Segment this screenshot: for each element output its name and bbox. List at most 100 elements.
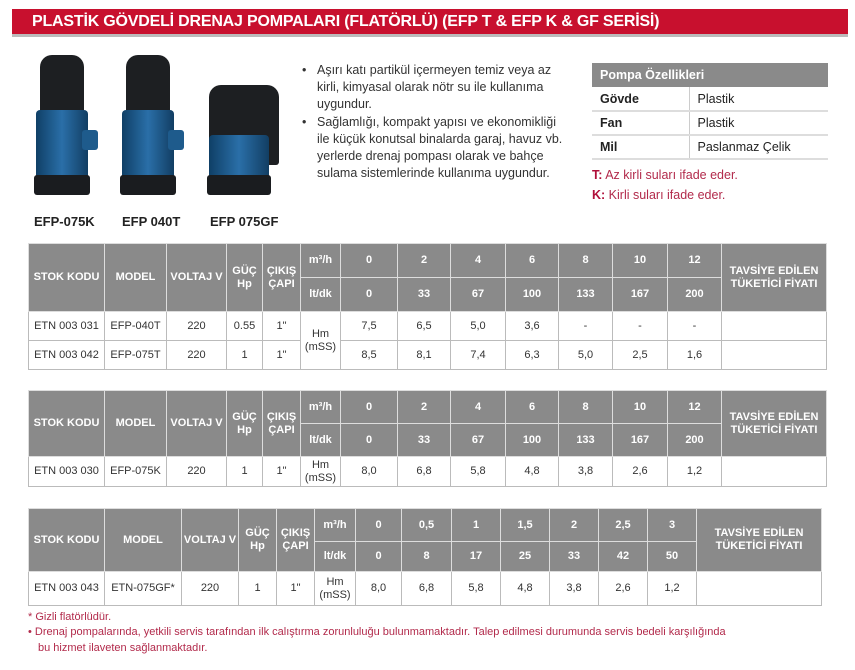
- table-row: ETN 003 043 ETN-075GF* 220 1 1" Hm (mSS) 8,0 6,…: [28, 571, 822, 606]
- flow-m3h: 0,5: [401, 508, 452, 542]
- flow-ltdk: 17: [451, 541, 501, 572]
- header-guc: GÜÇ Hp: [226, 243, 263, 312]
- stok-kodu: ETN 003 031: [28, 311, 105, 341]
- header-stok-kodu: STOK KODU: [28, 243, 105, 312]
- price-cell: [721, 456, 827, 487]
- pump-spec-table: Pompa Özellikleri Gövde Plastik Fan Plasti…: [592, 63, 828, 160]
- pump-image-efp-075gf: [205, 55, 285, 195]
- flow-ltdk: 167: [612, 277, 668, 312]
- header-cikis-capi: ÇIKIŞ ÇAPI: [262, 390, 301, 457]
- feature-item: Sağlamlığı, kompakt yapısı ve ekonomikli…: [300, 114, 570, 183]
- pump-image-efp-075k: [32, 55, 98, 195]
- header-model: MODEL: [104, 243, 167, 312]
- model: EFP-040T: [104, 311, 167, 341]
- flow-ltdk: 25: [500, 541, 550, 572]
- performance-table: STOK KODU MODEL VOLTAJ V GÜÇ Hp ÇIKIŞ ÇAPI m³…: [28, 243, 827, 370]
- feature-list: Aşırı katı partikül içermeyen temiz veya…: [300, 62, 570, 182]
- model: ETN-075GF*: [104, 571, 182, 606]
- head-value: 3,8: [549, 571, 599, 606]
- header-stok-kodu: STOK KODU: [28, 390, 105, 457]
- product-label: EFP 075GF: [210, 214, 279, 229]
- head-value: 1,2: [647, 571, 697, 606]
- flow-m3h: 8: [558, 243, 613, 278]
- product-label: EFP-075K: [34, 214, 95, 229]
- head-value: 3,8: [558, 456, 613, 487]
- header-ltdk: lt/dk: [300, 423, 341, 457]
- hm-label: Hm (mSS): [300, 456, 341, 487]
- head-value: 8,0: [355, 571, 402, 606]
- flow-m3h: 1,5: [500, 508, 550, 542]
- head-value: 4,8: [505, 456, 559, 487]
- head-value: -: [612, 311, 668, 341]
- flow-ltdk: 100: [505, 277, 559, 312]
- flow-ltdk: 167: [612, 423, 668, 457]
- price-cell: [721, 340, 827, 370]
- flow-m3h: 3: [647, 508, 697, 542]
- cikis-capi: 1": [262, 340, 301, 370]
- spec-key: Fan: [592, 111, 690, 136]
- header-m3h: m³/h: [300, 243, 341, 278]
- head-value: 6,3: [505, 340, 559, 370]
- spec-value: Paslanmaz Çelik: [689, 135, 828, 160]
- flow-ltdk: 50: [647, 541, 697, 572]
- flow-m3h: 12: [667, 243, 722, 278]
- header-ltdk: lt/dk: [300, 277, 341, 312]
- flow-m3h: 1: [451, 508, 501, 542]
- spec-header: Pompa Özellikleri: [592, 63, 828, 87]
- head-value: 2,5: [612, 340, 668, 370]
- flow-ltdk: 200: [667, 423, 722, 457]
- head-value: 6,8: [397, 456, 451, 487]
- header-model: MODEL: [104, 508, 182, 572]
- note-k: K: Kirli suları ifade eder.: [592, 188, 726, 202]
- flow-ltdk: 8: [401, 541, 452, 572]
- flow-m3h: 12: [667, 390, 722, 424]
- head-value: 7,4: [450, 340, 506, 370]
- table-row: ETN 003 030 EFP-075K 220 1 1" Hm (mSS) 8,0 6,8 5…: [28, 456, 827, 487]
- flow-ltdk: 0: [340, 423, 398, 457]
- product-label: EFP 040T: [122, 214, 181, 229]
- table-row: ETN 003 042 EFP-075T 220 1 1" 8,5 8,1 7,4 6,3 5,0…: [28, 340, 827, 370]
- hm-label: Hm (mSS): [314, 571, 356, 606]
- cikis-capi: 1": [276, 571, 315, 606]
- spec-value: Plastik: [689, 111, 828, 136]
- feature-item: Aşırı katı partikül içermeyen temiz veya…: [300, 62, 570, 114]
- head-value: 8,1: [397, 340, 451, 370]
- hm-label: Hm (mSS): [300, 311, 341, 370]
- header-ltdk: lt/dk: [314, 541, 356, 572]
- flow-ltdk: 42: [598, 541, 648, 572]
- head-value: 2,6: [598, 571, 648, 606]
- head-value: -: [667, 311, 722, 341]
- flow-ltdk: 0: [340, 277, 398, 312]
- head-value: 7,5: [340, 311, 398, 341]
- guc: 1: [238, 571, 277, 606]
- flow-ltdk: 33: [549, 541, 599, 572]
- head-value: 5,0: [558, 340, 613, 370]
- table-row: ETN 003 031 EFP-040T 220 0.55 1" Hm (mSS) 7,5 6…: [28, 311, 827, 370]
- flow-m3h: 6: [505, 390, 559, 424]
- flow-ltdk: 133: [558, 277, 613, 312]
- flow-ltdk: 67: [450, 277, 506, 312]
- header-model: MODEL: [104, 390, 167, 457]
- head-value: 1,6: [667, 340, 722, 370]
- header-voltaj: VOLTAJ V: [166, 243, 227, 312]
- head-value: 6,5: [397, 311, 451, 341]
- header-price: TAVSİYE EDİLEN TÜKETİCİ FİYATI: [721, 243, 827, 312]
- flow-m3h: 0: [355, 508, 402, 542]
- flow-m3h: 6: [505, 243, 559, 278]
- flow-m3h: 10: [612, 243, 668, 278]
- head-value: 8,0: [340, 456, 398, 487]
- footnote: • Drenaj pompalarında, yetkili servis ta…: [28, 626, 726, 638]
- note-t: T: Az kirli suları ifade eder.: [592, 168, 738, 182]
- head-value: 5,8: [450, 456, 506, 487]
- flow-m3h: 4: [450, 243, 506, 278]
- stok-kodu: ETN 003 030: [28, 456, 105, 487]
- flow-ltdk: 67: [450, 423, 506, 457]
- flow-ltdk: 33: [397, 277, 451, 312]
- price-cell: [696, 571, 822, 606]
- flow-ltdk: 0: [355, 541, 402, 572]
- flow-m3h: 2: [549, 508, 599, 542]
- head-value: 6,8: [401, 571, 452, 606]
- head-value: -: [558, 311, 613, 341]
- head-value: 5,8: [451, 571, 501, 606]
- head-value: 3,6: [505, 311, 559, 341]
